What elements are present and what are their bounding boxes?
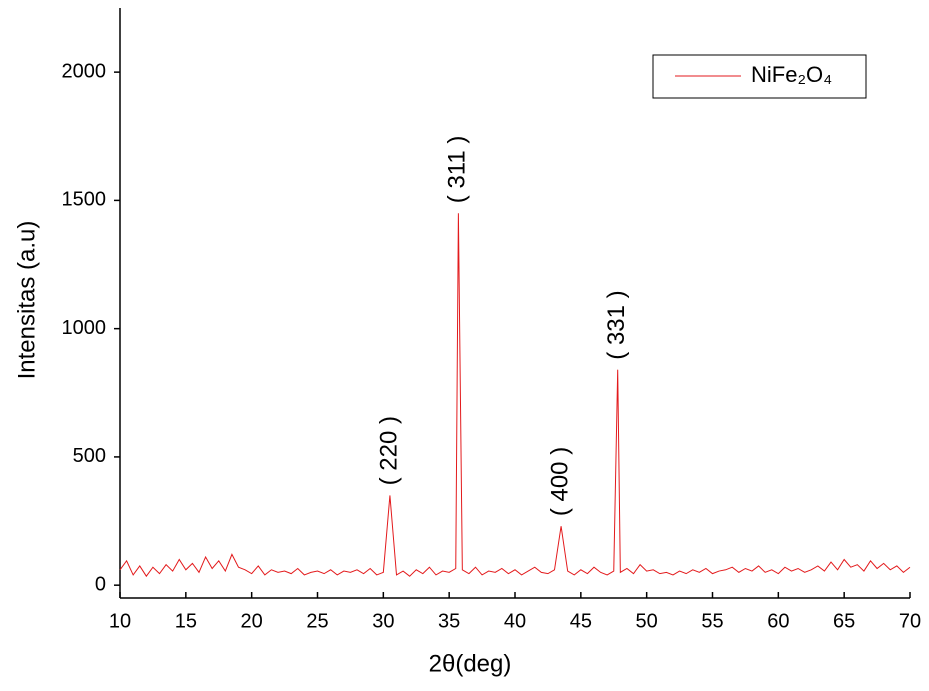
x-tick-label: 50 [636,610,658,632]
x-tick-label: 40 [504,610,526,632]
x-tick-label: 60 [767,610,789,632]
x-tick-label: 45 [570,610,592,632]
x-tick-label: 25 [306,610,328,632]
x-tick-label: 20 [241,610,263,632]
x-tick-label: 70 [899,610,921,632]
y-tick-label: 1500 [62,189,107,211]
y-axis-label: Intensitas (a.u) [13,221,40,380]
x-tick-label: 65 [833,610,855,632]
x-tick-label: 55 [701,610,723,632]
peak-label: ( 331 ) [603,290,630,359]
y-tick-label: 0 [95,573,106,595]
chart: 2θ(deg) Intensitas (a.u) 0 500 1000 1500 200… [0,0,929,686]
x-tick-label: 30 [372,610,394,632]
data-line [120,213,910,576]
x-tick-label: 15 [175,610,197,632]
legend-label: NiFe₂O₄ [751,62,832,87]
peak-label: ( 311 ) [444,136,471,204]
y-tick-label: 1000 [62,317,107,339]
y-tick-label: 500 [73,445,106,467]
x-tick-label: 35 [438,610,460,632]
x-axis-label: 2θ(deg) [429,650,512,677]
peak-label: ( 220 ) [375,416,402,485]
x-tick-label: 10 [109,610,131,632]
y-tick-label: 2000 [62,60,107,82]
peak-label: ( 400 ) [546,447,573,516]
